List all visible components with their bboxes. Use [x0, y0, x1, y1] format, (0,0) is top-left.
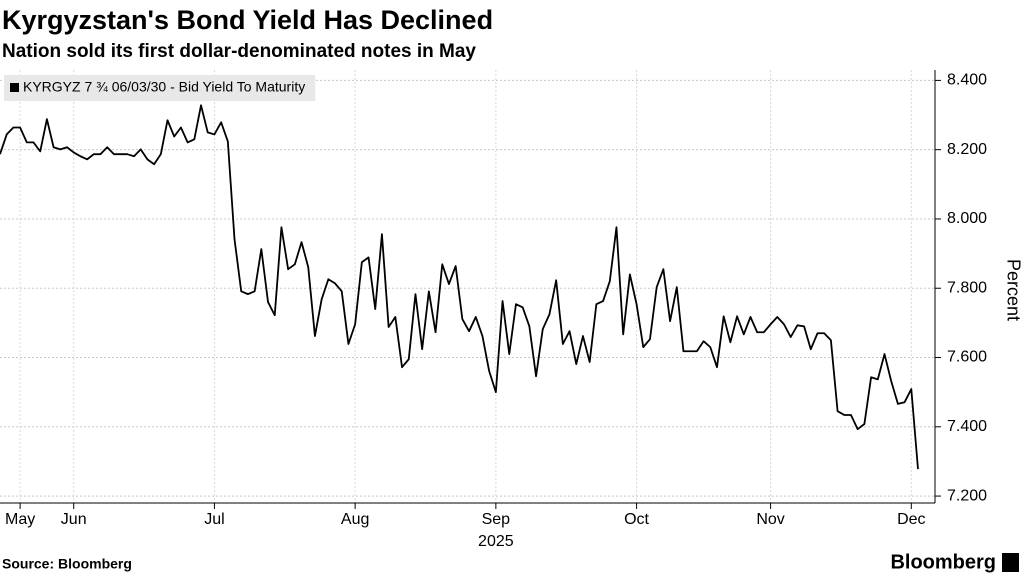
y-tick-label: 7.800	[947, 279, 987, 296]
x-tick-label: Dec	[897, 511, 925, 528]
source: Source: Bloomberg	[2, 556, 132, 572]
x-tick-label: Oct	[624, 511, 649, 528]
y-tick-label: 8.000	[947, 210, 987, 227]
brand-icon	[1002, 553, 1019, 572]
line-series	[0, 104, 919, 470]
y-tick-label: 7.200	[947, 487, 987, 504]
x-tick-label: Sep	[482, 511, 511, 528]
legend-swatch	[10, 83, 19, 92]
y-tick-label: 8.400	[947, 72, 987, 89]
x-tick-label: May	[5, 511, 35, 528]
y-tick-label: 7.600	[947, 349, 987, 366]
x-tick-label: Nov	[756, 511, 784, 528]
x-sublabel: 2025	[478, 533, 514, 550]
chart-subtitle: Nation sold its first dollar-denominated…	[2, 41, 476, 62]
x-tick-label: Jul	[204, 511, 224, 528]
legend-box	[4, 75, 316, 101]
y-tick-label: 7.400	[947, 418, 987, 435]
x-tick-label: Aug	[341, 511, 369, 528]
chart-title: Kyrgyzstan's Bond Yield Has Declined	[2, 5, 493, 35]
legend-label: KYRGYZ 7 ¾ 06/03/30 - Bid Yield To Matur…	[23, 79, 305, 95]
brand: Bloomberg	[890, 551, 996, 573]
y-axis-label: Percent	[1003, 259, 1023, 321]
x-tick-label: Jun	[61, 511, 87, 528]
y-tick-label: 8.200	[947, 141, 987, 158]
